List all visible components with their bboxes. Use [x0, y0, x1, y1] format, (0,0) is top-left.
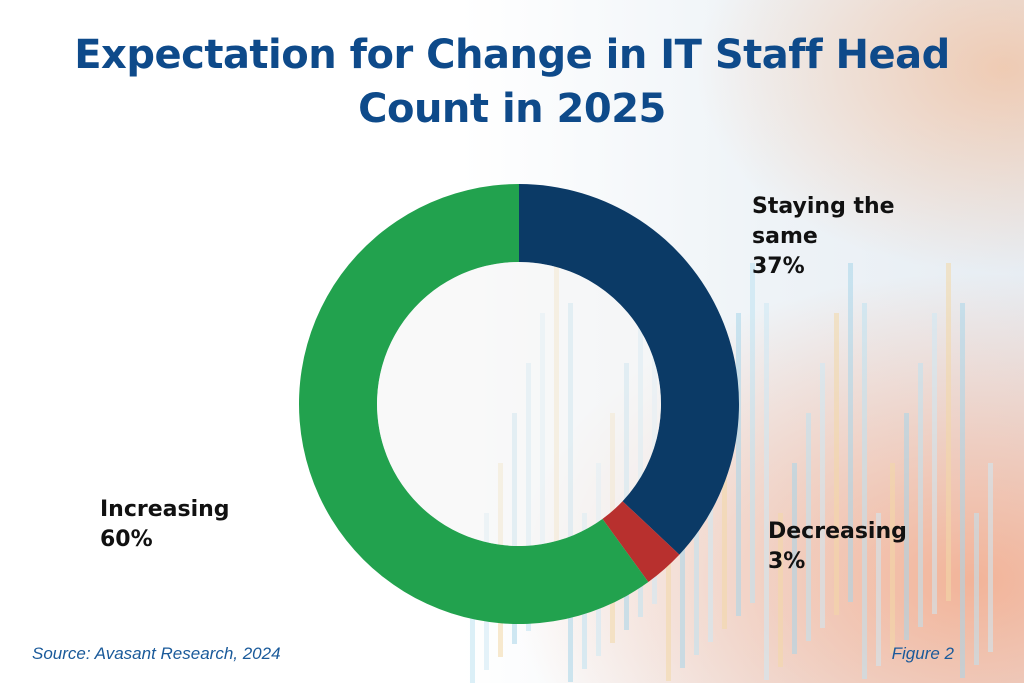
label-staying-the-same-name-1: Staying the — [752, 194, 895, 219]
figure-label: Figure 2 — [891, 644, 954, 663]
label-staying-the-same-name-2: same — [752, 224, 818, 249]
label-increasing-value: 60% — [100, 527, 153, 552]
chart-title-line-2: Count in 2025 — [358, 86, 666, 132]
donut-slice-staying-the-same — [519, 184, 739, 555]
chart-title-line-1: Expectation for Change in IT Staff Head — [74, 32, 950, 78]
label-staying-the-same-value: 37% — [752, 254, 805, 279]
donut-slice-decreasing — [602, 501, 680, 582]
label-decreasing-value: 3% — [768, 549, 806, 574]
donut-hole — [377, 262, 661, 546]
source-note: Source: Avasant Research, 2024 — [32, 644, 281, 663]
donut-slice-increasing — [299, 184, 649, 624]
label-increasing: Increasing 60% — [100, 495, 300, 555]
label-staying-the-same: Staying the same 37% — [752, 192, 952, 282]
chart-title: Expectation for Change in IT Staff Head … — [0, 28, 1024, 136]
label-increasing-name: Increasing — [100, 497, 230, 522]
label-decreasing: Decreasing 3% — [768, 517, 968, 577]
label-decreasing-name: Decreasing — [768, 519, 907, 544]
